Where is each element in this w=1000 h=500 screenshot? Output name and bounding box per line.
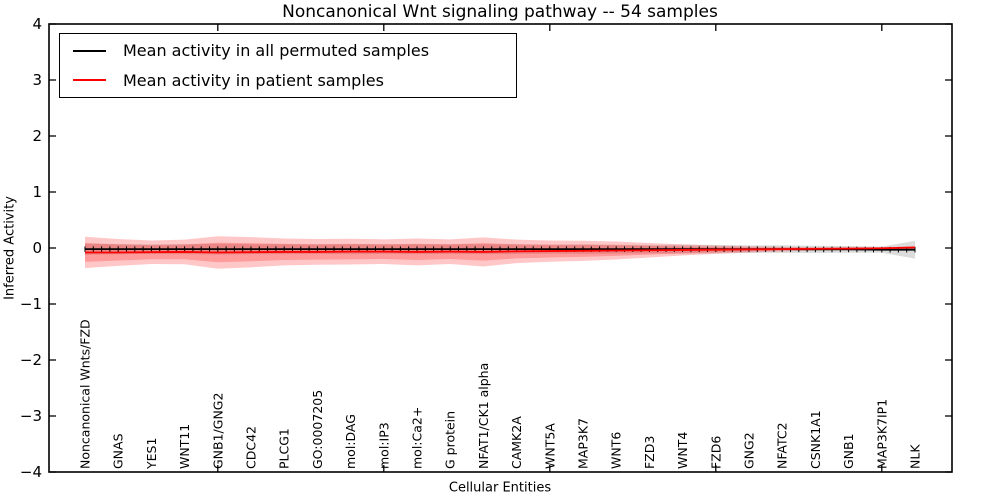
x-category-label: GNB1 bbox=[841, 433, 856, 469]
y-tick-label: −2 bbox=[20, 351, 42, 369]
x-category-label: CAMK2A bbox=[509, 416, 524, 469]
x-category-label: GNAS bbox=[111, 433, 126, 469]
legend-line-permuted-icon bbox=[73, 49, 106, 52]
y-tick-label: 2 bbox=[32, 127, 42, 145]
legend-line-patient-icon bbox=[73, 79, 106, 82]
y-tick-label: 0 bbox=[32, 239, 42, 257]
x-category-label: NFATC2 bbox=[775, 422, 790, 469]
x-category-label: mol:Ca2+ bbox=[410, 407, 425, 469]
x-category-label: GNG2 bbox=[742, 432, 757, 469]
x-category-label: WNT4 bbox=[675, 432, 690, 469]
x-category-label: GNB1/GNG2 bbox=[210, 393, 225, 469]
legend-label-patient: Mean activity in patient samples bbox=[123, 70, 384, 90]
legend-item-permuted: Mean activity in all permuted samples bbox=[73, 38, 516, 64]
y-tick-label: −4 bbox=[20, 463, 42, 481]
legend-label-permuted: Mean activity in all permuted samples bbox=[123, 41, 430, 61]
y-tick-label: 4 bbox=[32, 15, 42, 33]
y-axis-label: Inferred Activity bbox=[2, 196, 18, 300]
x-axis-label: Cellular Entities bbox=[448, 480, 552, 496]
x-category-label: MAP3K7IP1 bbox=[874, 399, 889, 469]
x-category-label: WNT11 bbox=[177, 424, 192, 469]
x-category-label: YES1 bbox=[144, 438, 159, 470]
y-tick-label: 3 bbox=[32, 71, 42, 89]
legend: Mean activity in all permuted samples Me… bbox=[59, 33, 517, 98]
x-category-label: NFAT1/CK1 alpha bbox=[476, 363, 491, 469]
mean-line-patient bbox=[85, 246, 916, 254]
x-category-label: PLCG1 bbox=[277, 428, 292, 469]
x-category-label: MAP3K7 bbox=[576, 418, 591, 469]
x-category-label: WNT6 bbox=[609, 432, 624, 469]
y-tick-label: 1 bbox=[32, 183, 42, 201]
y-tick-label: −1 bbox=[20, 295, 42, 313]
x-category-label: NLK bbox=[908, 444, 923, 469]
legend-item-patient: Mean activity in patient samples bbox=[73, 67, 516, 93]
x-category-label: CSNK1A1 bbox=[808, 410, 823, 469]
x-category-label: G protein bbox=[443, 411, 458, 469]
x-category-label: GO:0007205 bbox=[310, 390, 325, 469]
x-category-label: Noncanonical Wnts/FZD bbox=[78, 319, 93, 469]
x-category-label: CDC42 bbox=[244, 426, 259, 469]
x-category-label: mol:DAG bbox=[343, 414, 358, 469]
x-category-label: FZD3 bbox=[642, 436, 657, 469]
x-category-label: FZD6 bbox=[708, 436, 723, 469]
y-tick-label: −3 bbox=[20, 407, 42, 425]
x-category-label: mol:IP3 bbox=[376, 422, 391, 469]
chart-title: Noncanonical Wnt signaling pathway -- 54… bbox=[282, 2, 718, 22]
x-category-label: WNT5A bbox=[542, 423, 557, 469]
